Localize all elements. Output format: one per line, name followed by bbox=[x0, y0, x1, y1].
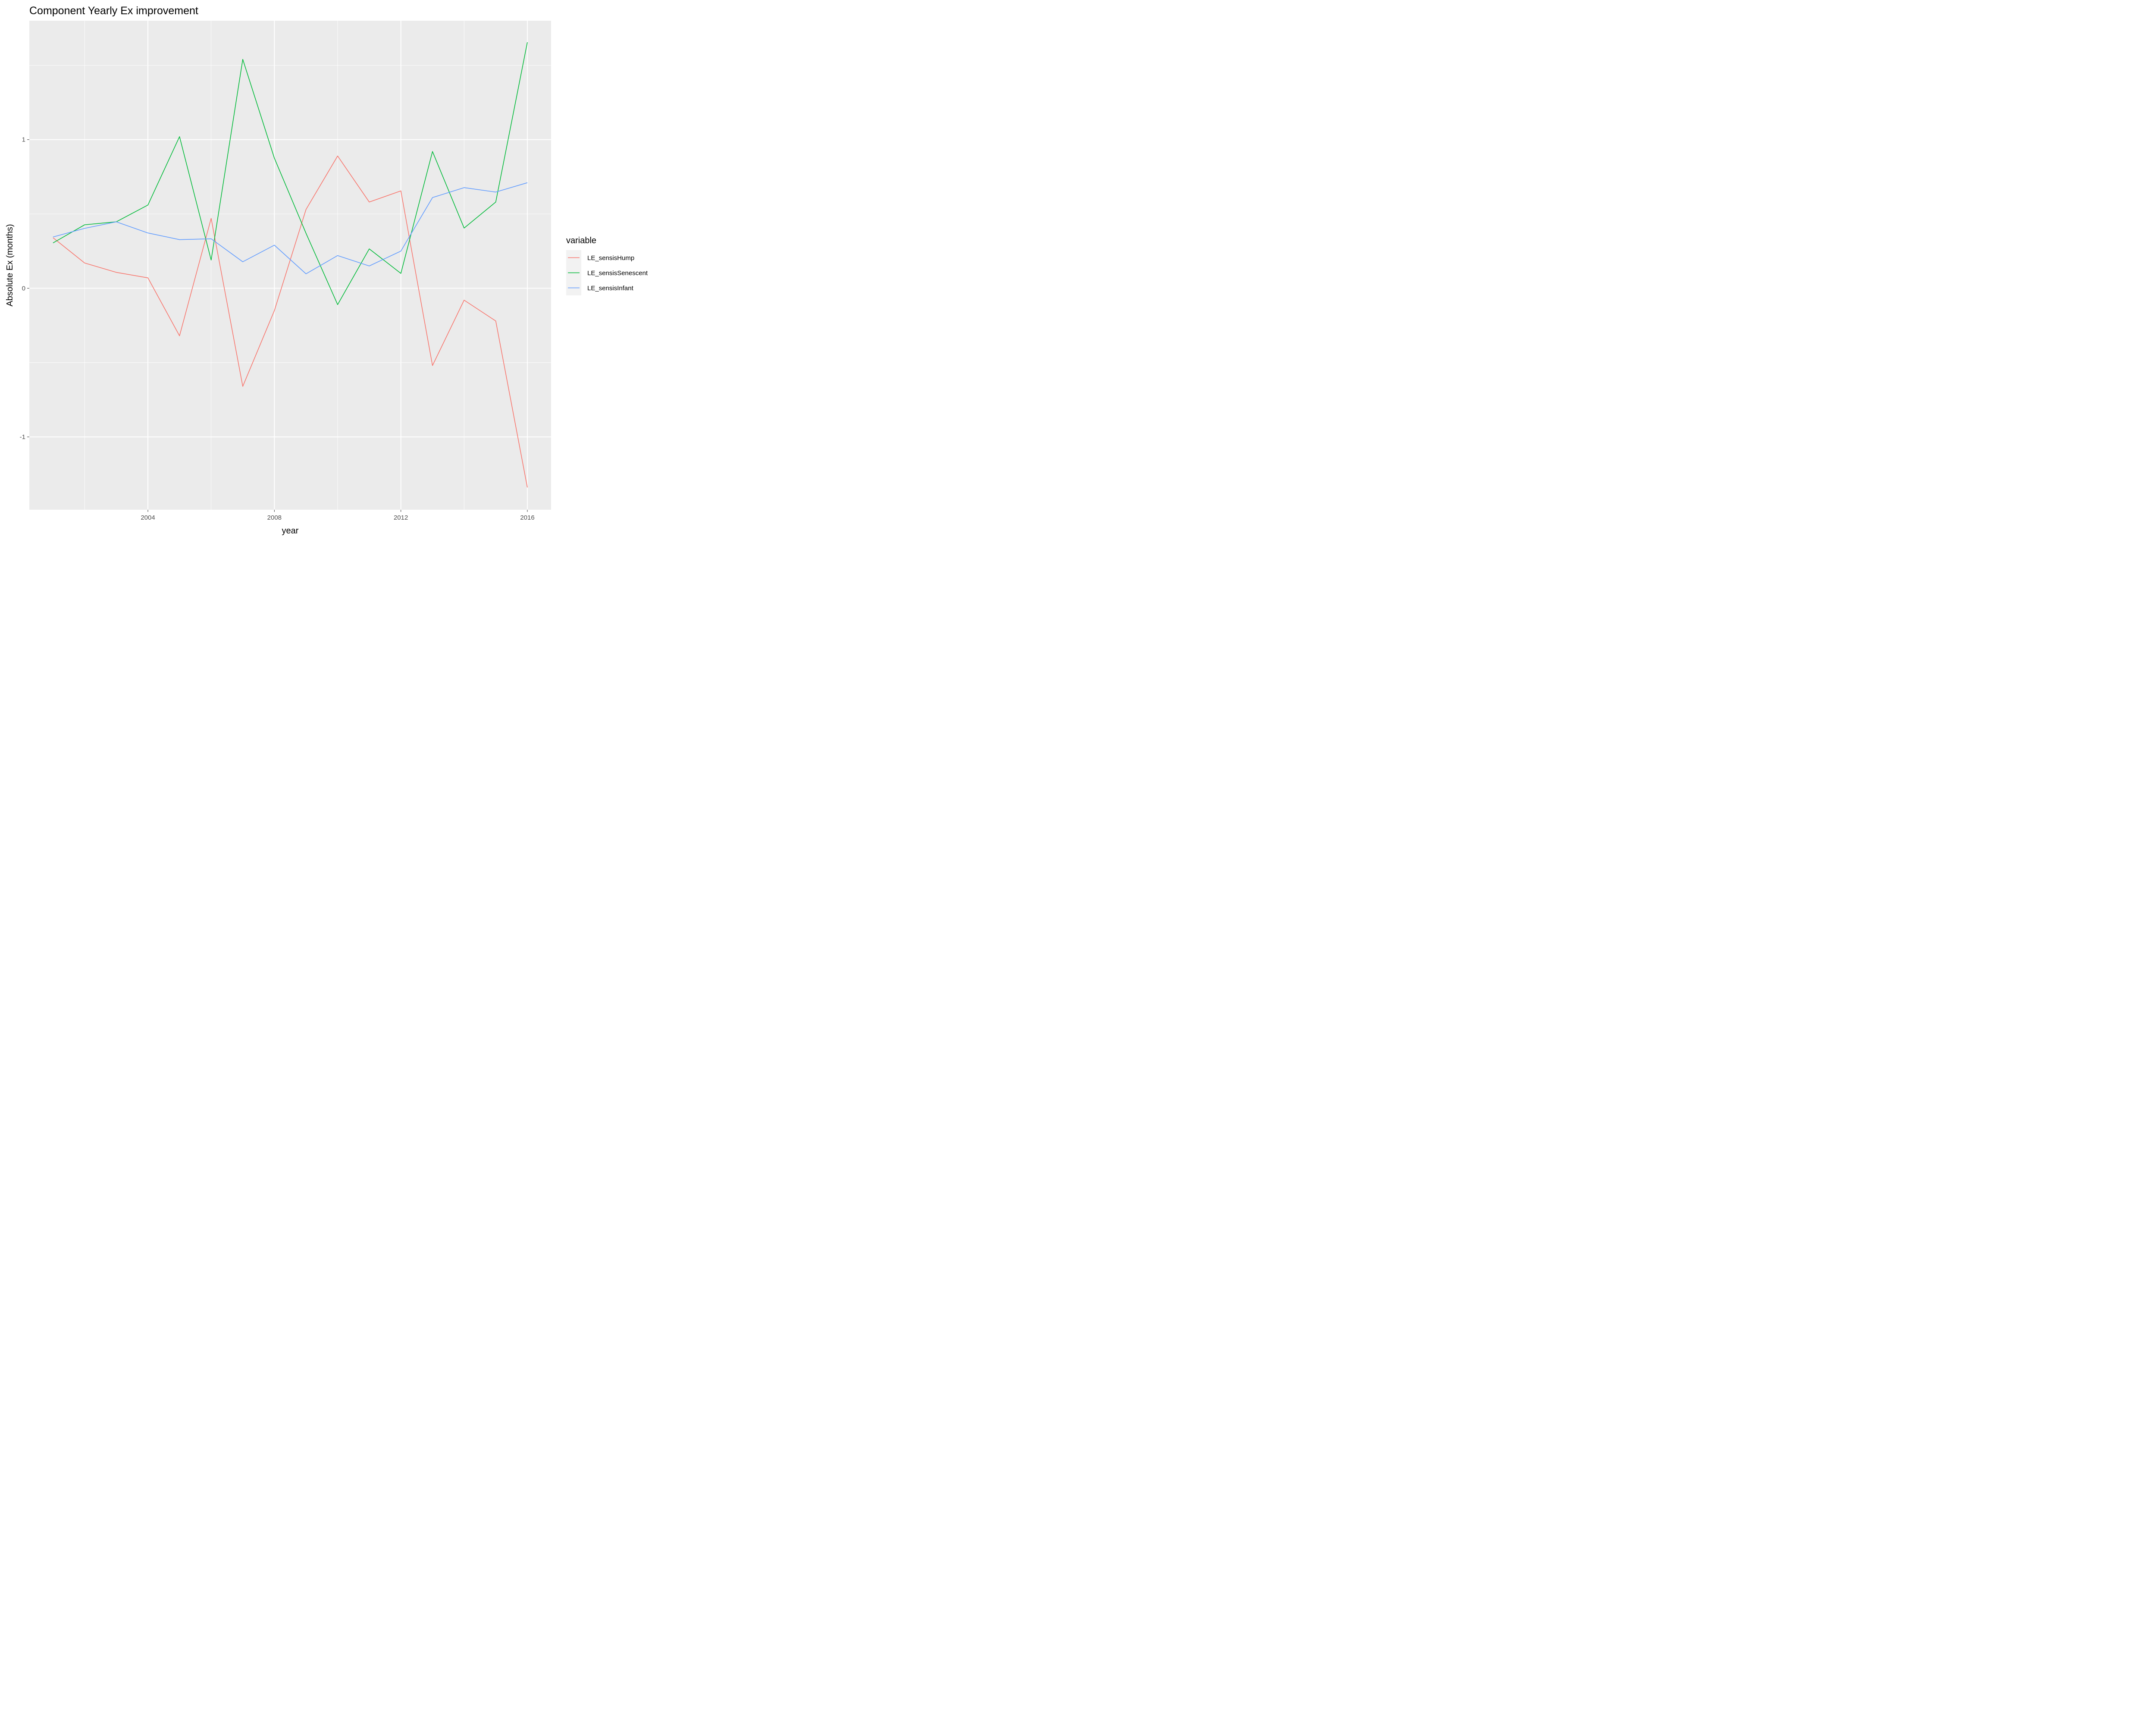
y-tick-label: -1 bbox=[20, 433, 25, 441]
legend-items: LE_sensisHump LE_sensisSenescent LE_sensis… bbox=[566, 250, 648, 295]
x-tick-label: 2016 bbox=[520, 514, 534, 521]
legend-item: LE_sensisSenescent bbox=[566, 265, 648, 280]
legend-item: LE_sensisInfant bbox=[566, 280, 634, 295]
legend: variable LE_sensisHump LE_sensisSenescent… bbox=[566, 236, 648, 295]
series-line-LE_sensisSenescent bbox=[53, 42, 528, 305]
series-line-LE_sensisInfant bbox=[53, 182, 528, 274]
legend-title: variable bbox=[566, 236, 596, 245]
axes: 2004 2008 2012 2016 -1 0 1 bbox=[20, 136, 535, 521]
line-chart: Component Yearly Ex improvement 2004 2008… bbox=[5, 5, 648, 536]
series-lines bbox=[53, 42, 528, 488]
y-tick-label: 0 bbox=[22, 285, 25, 292]
x-tick-label: 2012 bbox=[394, 514, 408, 521]
y-axis-title: Absolute Ex (months) bbox=[5, 224, 15, 306]
y-tick-label: 1 bbox=[22, 136, 25, 144]
legend-label: LE_sensisInfant bbox=[587, 285, 634, 292]
legend-item: LE_sensisHump bbox=[566, 250, 634, 265]
x-tick-label: 2004 bbox=[141, 514, 155, 521]
grid-lines bbox=[29, 21, 551, 510]
plot-panel bbox=[29, 21, 551, 510]
x-tick-label: 2008 bbox=[267, 514, 282, 521]
x-axis-title: year bbox=[282, 526, 299, 536]
legend-label: LE_sensisHump bbox=[587, 254, 634, 262]
chart-container: Component Yearly Ex improvement 2004 2008… bbox=[0, 0, 670, 536]
series-line-LE_sensisHump bbox=[53, 155, 528, 488]
chart-title: Component Yearly Ex improvement bbox=[29, 5, 198, 17]
legend-label: LE_sensisSenescent bbox=[587, 270, 648, 277]
